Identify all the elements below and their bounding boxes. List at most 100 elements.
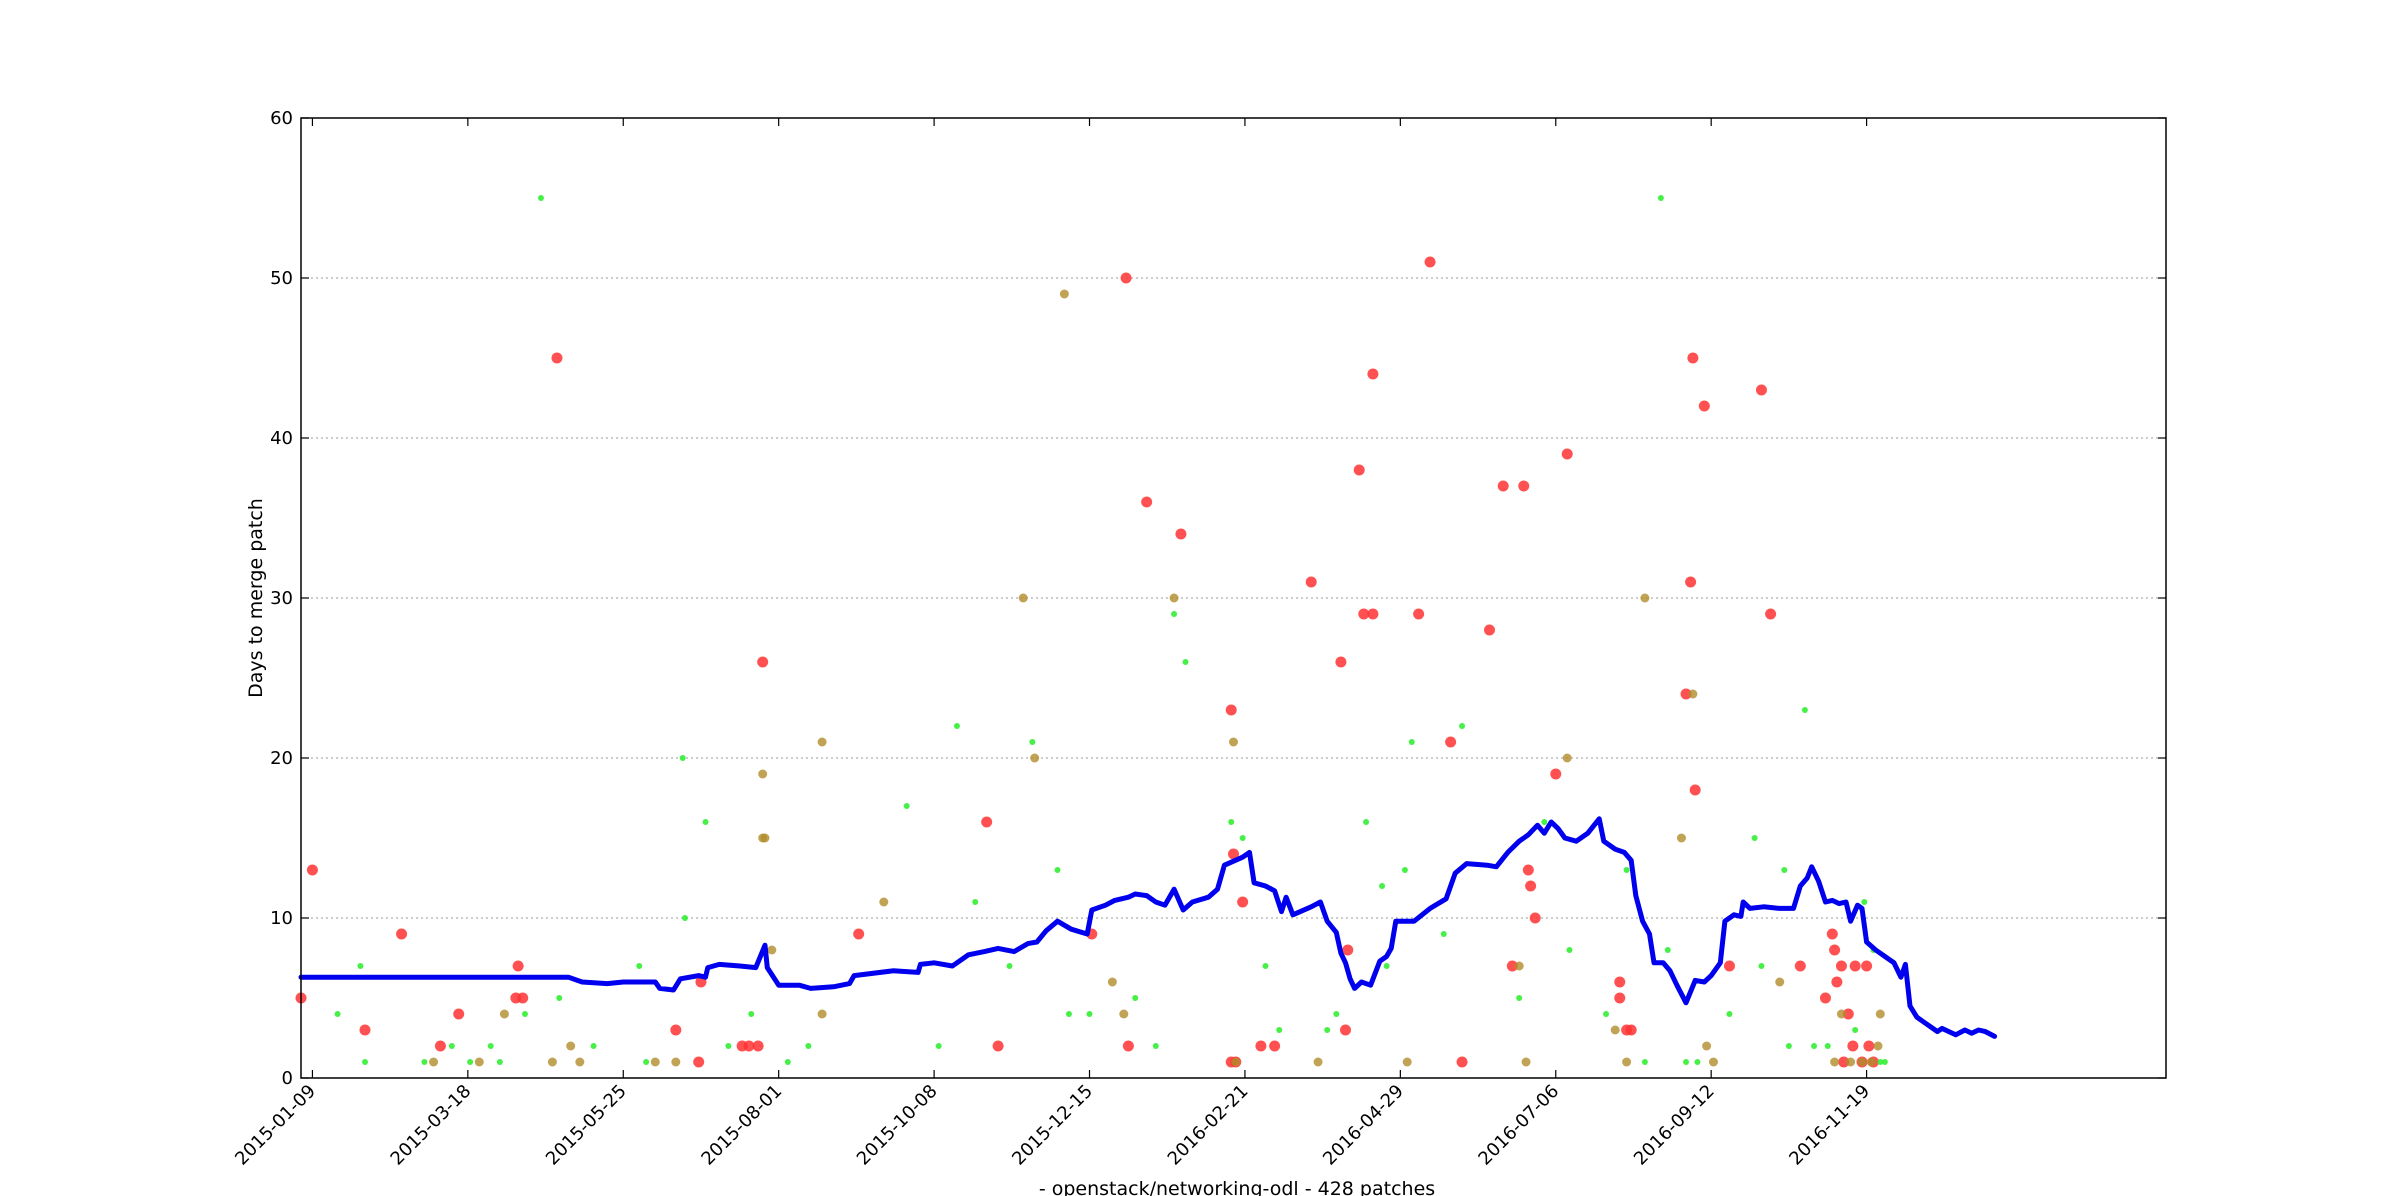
olive-dot <box>1107 977 1117 987</box>
green-dot <box>784 1059 791 1065</box>
red-dot <box>1755 384 1767 396</box>
green-dot <box>1683 1059 1690 1065</box>
green-dot <box>1657 195 1664 201</box>
green-dot <box>1182 659 1189 665</box>
y-tick-label: 0 <box>282 1068 293 1089</box>
red-dot <box>517 992 529 1004</box>
olive-dot <box>566 1041 576 1051</box>
data-points <box>295 195 1888 1068</box>
red-dot <box>1456 1056 1468 1068</box>
red-dot <box>1794 960 1806 972</box>
red-dot <box>1358 608 1370 620</box>
green-dot <box>1566 947 1573 953</box>
green-dot <box>1408 739 1415 745</box>
olive-dot <box>1846 1057 1856 1067</box>
red-dot <box>1255 1040 1267 1052</box>
red-dot <box>1228 848 1239 860</box>
green-dot <box>361 1059 368 1065</box>
green-dot <box>953 723 960 729</box>
olive-dot <box>879 897 889 907</box>
red-dot <box>1424 256 1436 268</box>
y-tick-label: 50 <box>270 268 293 289</box>
olive-dot <box>1169 593 1179 603</box>
green-dot <box>1276 1027 1283 1033</box>
green-dot <box>1440 931 1447 937</box>
olive-dot <box>1622 1057 1632 1067</box>
green-dot <box>1029 739 1036 745</box>
x-tick-label: 2015-08-01 <box>697 1081 786 1170</box>
green-dot <box>681 915 688 921</box>
olive-dot <box>1830 1057 1840 1067</box>
olive-dot <box>1313 1057 1323 1067</box>
olive-dot <box>1640 593 1650 603</box>
green-dot <box>556 995 563 1001</box>
red-dot <box>1522 864 1534 876</box>
green-dot <box>1726 1011 1733 1017</box>
olive-dot <box>1702 1041 1712 1051</box>
green-dot <box>1516 995 1523 1001</box>
red-dot <box>1335 656 1347 668</box>
red-dot <box>1689 784 1701 796</box>
green-dot <box>1383 963 1390 969</box>
red-dot <box>757 656 769 668</box>
x-tick-label: 2015-05-25 <box>542 1081 631 1170</box>
red-dot <box>670 1024 682 1036</box>
green-dot <box>1751 835 1758 841</box>
green-dot <box>1852 1027 1859 1033</box>
red-dot <box>1353 464 1365 476</box>
tick-labels: 0 10 20 30 40 50 60 2015-01-09 2015-03-18 2015-05… <box>231 108 1874 1170</box>
olive-dot <box>817 1009 827 1019</box>
green-dot <box>1006 963 1013 969</box>
red-dot <box>1525 880 1537 892</box>
red-dot <box>1506 960 1518 972</box>
y-tick-label: 60 <box>270 108 293 129</box>
olive-dot <box>1676 833 1686 843</box>
y-tick-label: 40 <box>270 428 293 449</box>
red-dot <box>1175 528 1187 540</box>
green-dot <box>1758 963 1765 969</box>
red-dot <box>1842 1008 1854 1020</box>
olive-dot <box>760 833 770 843</box>
x-tick-label: 2016-04-29 <box>1319 1081 1408 1170</box>
green-dot <box>725 1043 732 1049</box>
x-tick-label: 2016-02-21 <box>1164 1081 1253 1170</box>
green-dot <box>1801 707 1808 713</box>
x-tick-label: 2015-03-18 <box>387 1081 476 1170</box>
y-tick-label: 10 <box>270 908 293 929</box>
green-dot <box>1811 1043 1818 1049</box>
red-dot <box>693 1056 705 1068</box>
green-dot <box>448 1043 455 1049</box>
red-dot <box>1765 608 1777 620</box>
olive-dot <box>429 1057 439 1067</box>
red-dot <box>306 864 318 876</box>
olive-dot <box>671 1057 681 1067</box>
olive-dot <box>1030 753 1040 763</box>
red-dot <box>359 1024 371 1036</box>
olive-dot <box>767 945 777 955</box>
olive-dot <box>1231 1057 1241 1067</box>
green-dot <box>521 1011 528 1017</box>
x-tick-label: 2015-10-08 <box>853 1081 942 1170</box>
green-dot <box>1333 1011 1340 1017</box>
olive-dot <box>1857 1057 1867 1067</box>
red-dot <box>1367 608 1379 620</box>
red-dot <box>1367 368 1379 380</box>
x-tick-label: 2015-01-09 <box>231 1081 320 1170</box>
olive-dot <box>1708 1057 1718 1067</box>
red-dot <box>1413 608 1425 620</box>
red-dot <box>1122 1040 1134 1052</box>
red-dot <box>1819 992 1831 1004</box>
olive-dot <box>1562 753 1572 763</box>
red-dot <box>1269 1040 1281 1052</box>
red-dot <box>1518 480 1530 492</box>
green-dot <box>1881 1059 1888 1065</box>
olive-dot <box>1514 961 1524 971</box>
green-dot <box>748 1011 755 1017</box>
olive-dot <box>575 1057 585 1067</box>
green-dot <box>496 1059 503 1065</box>
trend-line <box>298 816 1998 1039</box>
olive-dot <box>547 1057 557 1067</box>
green-dot <box>1239 835 1246 841</box>
green-dot <box>467 1059 474 1065</box>
